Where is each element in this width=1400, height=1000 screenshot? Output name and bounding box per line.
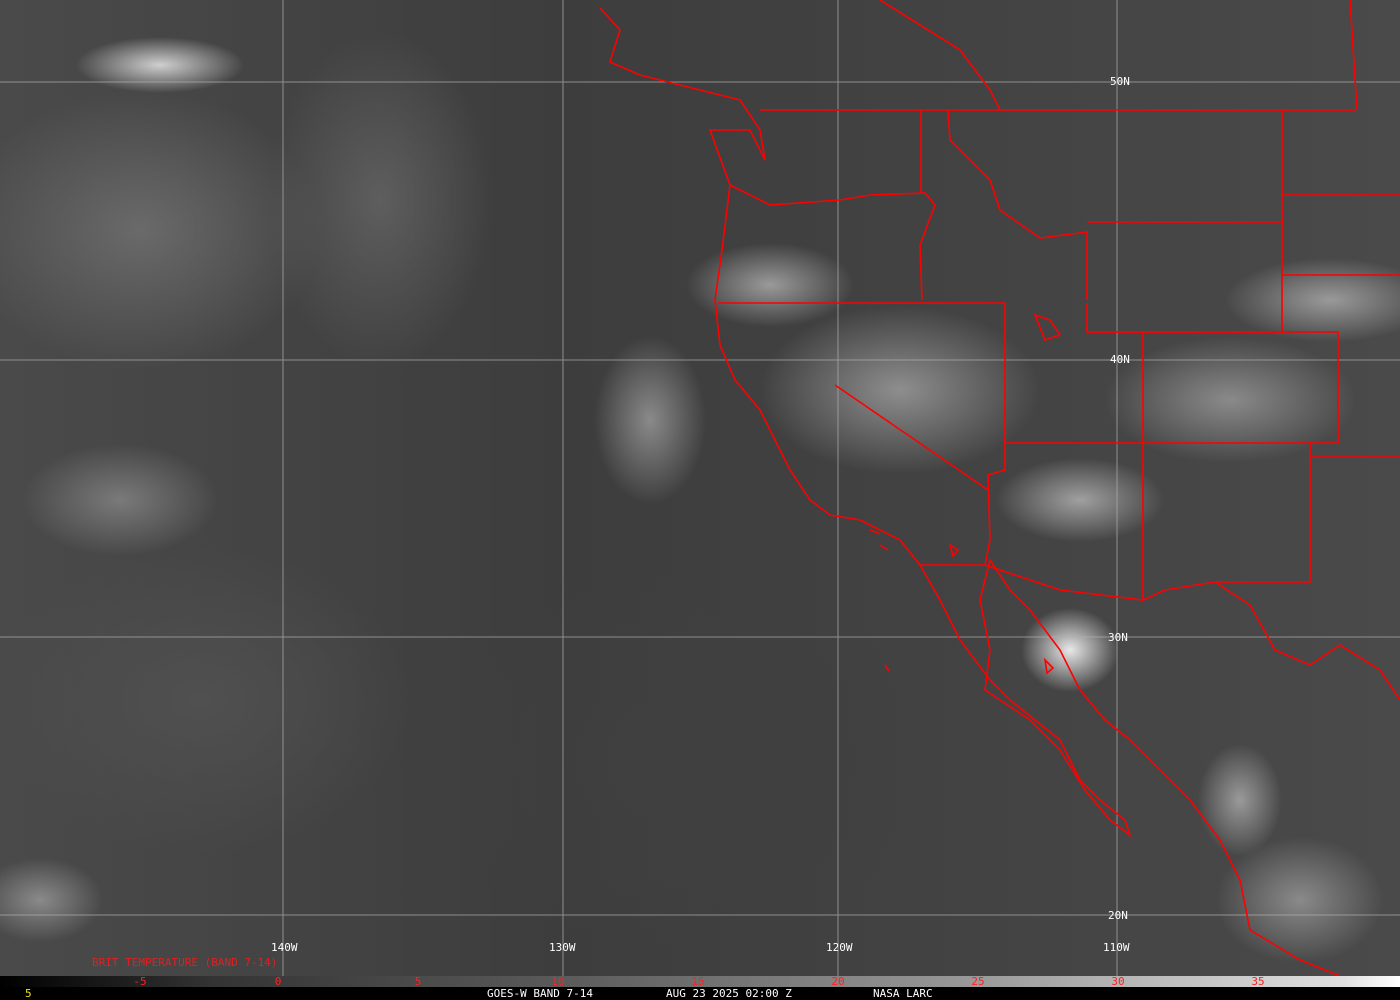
map-overlay [0,0,1400,976]
political-borders [599,0,1400,976]
pacific-coastline [599,7,1341,976]
footer-datetime: AUG 23 2025 02:00 Z [666,987,792,1000]
footer-bar [0,987,1400,1000]
utah-colorado-borders [1005,303,1400,600]
lat-label-30n: 30N [1108,631,1128,644]
colorbar-title: BRIT TEMPERATURE (BAND 7-14) [92,956,278,969]
lat-label-50n: 50N [1110,75,1130,88]
bc-alberta-border [879,0,1001,111]
temperature-colorbar [0,976,1400,987]
footer-credit: NASA LARC [873,987,933,1000]
colorbar-tick: -5 [133,975,147,988]
footer-satellite: GOES-W BAND 7-14 [487,987,593,1000]
idaho-border [920,109,1088,300]
colorbar-tick: 30 [1111,975,1125,988]
footer-left-value: 5 [25,987,32,1000]
colorbar-tick: 15 [691,975,705,988]
lon-label-120w: 120W [826,941,853,954]
lat-label-20n: 20N [1108,909,1128,922]
lon-label-110w: 110W [1103,941,1130,954]
colorbar-tick: 35 [1251,975,1265,988]
channel-islands [869,313,1062,675]
nevada-utah-border [984,303,1006,566]
lon-label-140w: 140W [271,941,298,954]
colorbar-tick: 10 [551,975,565,988]
colorbar-tick: 20 [831,975,845,988]
montana-wyoming-borders [1087,110,1400,333]
lat-lon-grid [0,0,1400,976]
alberta-sask-border [1349,0,1358,111]
mexico-border [920,564,1400,701]
colorbar-tick: 5 [414,975,422,988]
lat-label-40n: 40N [1110,353,1130,366]
satellite-imagery [0,0,1400,976]
colorbar-tick: 25 [971,975,985,988]
lon-label-130w: 130W [549,941,576,954]
california-nevada-diagonal [834,384,989,491]
colorbar-tick: 0 [274,975,282,988]
washington-oregon-border [729,184,936,301]
